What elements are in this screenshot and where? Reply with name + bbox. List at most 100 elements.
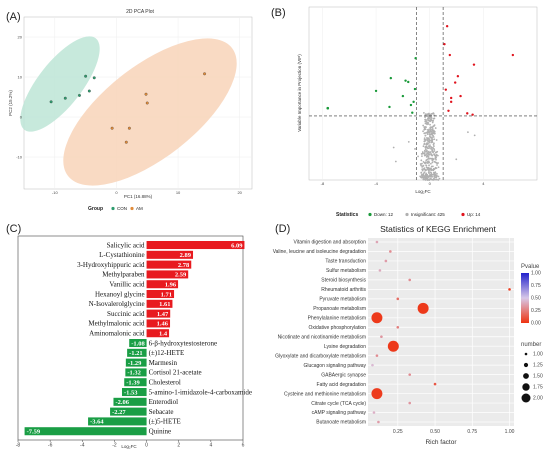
- vip-insig-point: [430, 132, 433, 135]
- vip-point-down: [407, 80, 410, 84]
- vip-insig-point: [420, 171, 423, 174]
- bar: [121, 388, 147, 397]
- kegg-pvalue-title: Pvalue: [521, 264, 540, 270]
- vip-legend: Statistics Down: 12 Insignificant: 425 U…: [336, 212, 481, 218]
- vip-insig-point: [422, 160, 425, 163]
- vip-insig-point: [430, 130, 433, 133]
- vip-insig-point: [431, 126, 434, 129]
- vip-point-up: [466, 112, 469, 115]
- vip-insig-point: [422, 130, 424, 133]
- vip-point-up: [472, 63, 476, 66]
- vip-insig-point: [435, 158, 437, 161]
- pca-point-con: [87, 89, 91, 93]
- vip-point-down: [374, 89, 378, 93]
- bar-category-label: Enterodiol: [149, 398, 179, 406]
- bar-category-label: Methylmalonic acid: [88, 320, 145, 328]
- vip-point-up: [448, 53, 452, 57]
- bar-frame: [17, 235, 244, 441]
- vip-insig-point: [433, 175, 436, 178]
- vip-insig-point: [431, 157, 434, 160]
- vip-insig-point: [420, 176, 423, 179]
- pca-legend-con: CON: [117, 206, 127, 211]
- kegg-point: [408, 278, 412, 282]
- vip-grid: [322, 7, 484, 180]
- vip-insig-point: [431, 148, 433, 151]
- bar-xtick: 2: [177, 443, 180, 449]
- kegg-pathway-label: Pyruvate metabolism: [319, 297, 366, 303]
- vip-insig-point: [436, 162, 439, 165]
- pca-legend-am-marker: [130, 206, 134, 211]
- vip-insig-point: [433, 150, 436, 152]
- kegg-point: [508, 288, 511, 291]
- pca-ellipse-am: [63, 38, 237, 186]
- pca-xtick: 20: [237, 190, 242, 195]
- vip-points: [326, 25, 515, 116]
- vip-insig-point: [427, 117, 430, 120]
- bar-category-label: Methylparaben: [102, 271, 145, 279]
- kegg-xtick: 1.00: [505, 429, 515, 435]
- vip-insig-point: [423, 138, 426, 141]
- vip-legend-down-marker: [368, 212, 372, 217]
- kegg-pvalue-tick: 0.25: [531, 308, 541, 314]
- vip-insig-point: [424, 154, 427, 157]
- vip-point-down: [411, 111, 414, 114]
- vip-insig-point: [433, 153, 435, 155]
- bar-category-label: Vanillic acid: [109, 281, 145, 289]
- kegg-number-tick: 1.75: [533, 385, 543, 391]
- bar: [146, 241, 245, 250]
- kegg-pathway-label: Lysine degradation: [324, 344, 366, 350]
- vip-insig-point: [432, 145, 435, 148]
- kegg-number-tick: 2.00: [533, 396, 543, 402]
- vip-ylabel: Variable Importance in Projection (VIP): [297, 54, 302, 132]
- bar-xlabel: Log₂FC: [121, 444, 137, 449]
- kegg-number-tick: 1.50: [533, 374, 543, 380]
- vip-insig-point: [425, 137, 428, 139]
- kegg-point: [375, 240, 379, 244]
- bar: [146, 260, 192, 269]
- vip-insig-point: [434, 173, 436, 176]
- vip-insig-point: [429, 123, 432, 126]
- vip-point-up: [447, 109, 450, 113]
- vip-insig-point: [422, 145, 425, 148]
- vip-insig-point: [433, 117, 435, 120]
- kegg-xtick: 0.25: [393, 429, 403, 435]
- vip-insig-point: [432, 158, 435, 161]
- bar-xtick: -2: [112, 443, 117, 449]
- bar-value-label: -1.21: [129, 350, 143, 357]
- bar: [129, 339, 147, 348]
- vip-point-up: [449, 100, 453, 104]
- kegg-pvalue-legend: Pvalue 1.00 0.75 0.50 0.25 0.00: [521, 264, 541, 327]
- vip-insig-point: [424, 116, 426, 118]
- vip-insig-point: [421, 169, 424, 172]
- kegg-number-tick: 1.25: [533, 363, 543, 369]
- bar-xtick: 6: [242, 443, 245, 449]
- vip-insig-point: [433, 124, 436, 127]
- kegg-pvalue-colorbar: [521, 273, 529, 323]
- bar-value-label: 1.71: [161, 291, 172, 298]
- bar-value-label: -2.06: [115, 399, 129, 406]
- vip-insig-point: [426, 133, 429, 136]
- bar-category-label: Hexanoyl glycine: [95, 290, 145, 298]
- pca-points: [49, 72, 207, 144]
- vip-insig-point: [414, 148, 416, 150]
- vip-insig-point: [424, 148, 427, 151]
- vip-insig-point: [424, 134, 427, 137]
- vip-insig-point: [428, 167, 431, 170]
- vip-insig-point: [426, 168, 429, 171]
- bar: [146, 309, 171, 318]
- vip-insig-point: [435, 175, 438, 178]
- vip-legend-insig-marker: [405, 212, 409, 217]
- vip-insig-point: [432, 129, 435, 132]
- kegg-pathway-label: Glyoxylate and dicarboxylate metabolism: [275, 353, 366, 359]
- vip-ticks: -8 -4 0 4: [321, 181, 486, 186]
- bar: [24, 427, 147, 436]
- bar-value-label: -1.29: [128, 360, 142, 367]
- vip-insig-point: [432, 171, 435, 174]
- vip-insig-point: [428, 119, 431, 122]
- vip-point-down: [413, 87, 417, 91]
- vip-insig-point: [438, 177, 441, 180]
- kegg-grid: [368, 238, 514, 426]
- vip-insig-point: [434, 161, 437, 164]
- vip-insig-point: [417, 155, 419, 158]
- bar-value-label: -3.64: [90, 419, 104, 426]
